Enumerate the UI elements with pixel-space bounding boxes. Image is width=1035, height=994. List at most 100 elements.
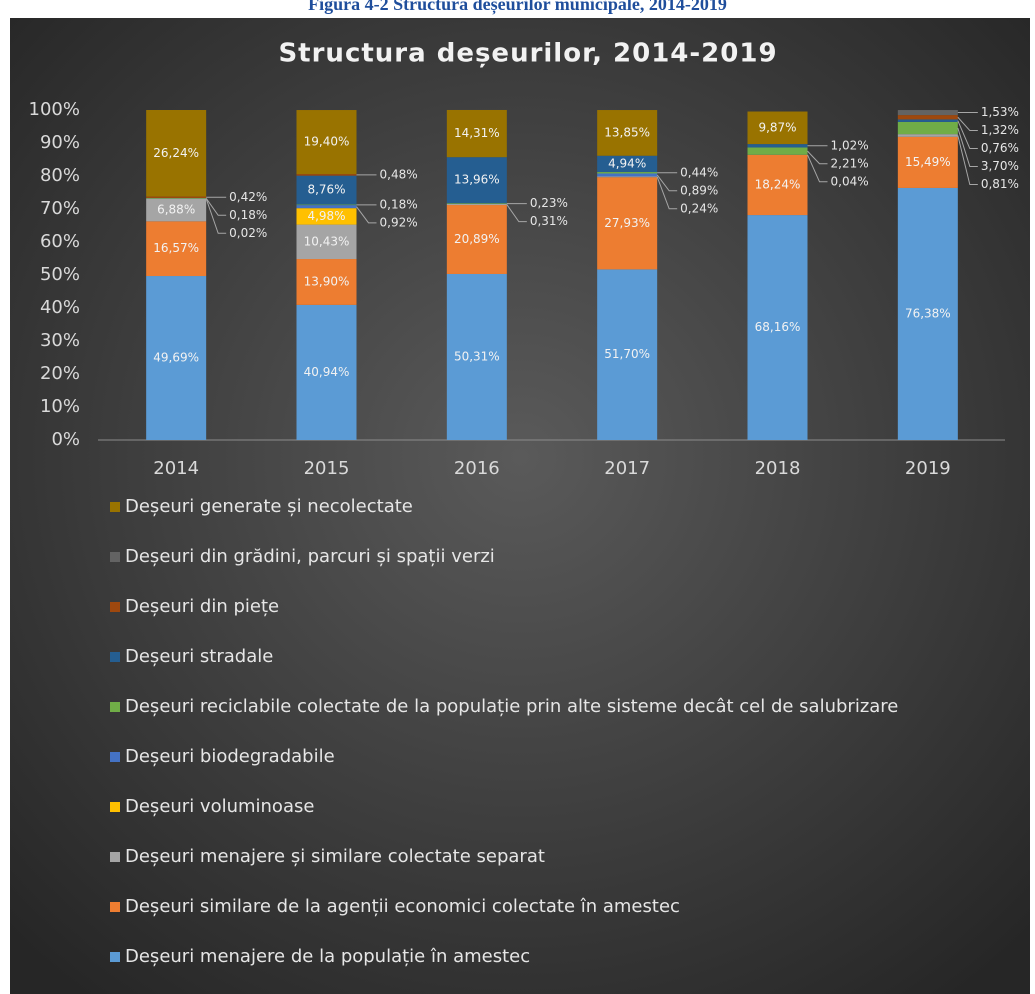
legend-swatch <box>110 602 120 612</box>
data-label: 0,18% <box>380 197 418 211</box>
data-label: 0,31% <box>530 214 568 228</box>
data-label: 0,02% <box>229 226 267 240</box>
x-tick-label: 2015 <box>304 458 350 479</box>
data-label: 6,88% <box>157 202 195 216</box>
bar-segment <box>597 269 658 440</box>
y-tick-label: 80% <box>40 165 80 186</box>
bar-segment <box>446 273 507 440</box>
data-label: 20,89% <box>454 232 500 246</box>
legend-swatch <box>110 902 120 912</box>
data-label: 16,57% <box>153 241 199 255</box>
data-label: 27,93% <box>604 216 650 230</box>
bar-segment <box>296 224 357 260</box>
data-label: 1,53% <box>981 105 1019 119</box>
leader-line <box>807 150 828 165</box>
data-label: 13,90% <box>304 274 350 288</box>
bar-segment <box>296 110 357 175</box>
legend-swatch <box>110 852 120 862</box>
data-label: 51,70% <box>604 347 650 361</box>
bar-segment <box>897 119 958 122</box>
bar-segment <box>747 147 808 155</box>
bar-segment <box>296 174 357 176</box>
legend-label: Deșeuri din piețe <box>125 596 279 617</box>
data-label: 8,76% <box>307 183 345 197</box>
leader-line <box>356 206 377 224</box>
legend-label: Deșeuri din grădini, parcuri și spații v… <box>125 546 495 567</box>
legend-swatch <box>110 752 120 762</box>
chart-title: Structura deșeurilor, 2014-2019 <box>278 39 777 69</box>
bar-segment <box>597 176 658 178</box>
legend-label: Deșeuri voluminoase <box>125 796 314 817</box>
legend-swatch <box>110 952 120 962</box>
bar-segment <box>897 110 958 116</box>
x-tick-label: 2019 <box>905 458 951 479</box>
data-label: 10,43% <box>304 234 350 248</box>
data-label: 0,18% <box>229 208 267 222</box>
data-label: 0,89% <box>680 183 718 197</box>
data-label: 4,98% <box>307 209 345 223</box>
y-tick-label: 100% <box>29 99 80 120</box>
y-tick-label: 30% <box>40 330 80 351</box>
data-label: 0,81% <box>981 177 1019 191</box>
y-tick-label: 40% <box>40 297 80 318</box>
leader-line <box>957 127 978 168</box>
bar-segment <box>296 304 357 440</box>
legend-label: Deșeuri stradale <box>125 646 273 667</box>
data-label: 4,94% <box>608 156 646 170</box>
leader-line <box>205 198 227 234</box>
bar-segment <box>146 276 207 440</box>
legend-label: Deșeuri menajere și similare colectate s… <box>125 846 545 867</box>
leader-line <box>957 135 978 186</box>
bar-segment <box>747 111 808 145</box>
legend-swatch <box>110 652 120 662</box>
y-tick-label: 60% <box>40 231 80 252</box>
data-label: 50,31% <box>454 349 500 363</box>
leader-line <box>656 176 678 210</box>
y-tick-label: 90% <box>40 132 80 153</box>
bar-segment <box>296 259 357 305</box>
y-tick-label: 50% <box>40 264 80 285</box>
leader-line <box>957 116 978 132</box>
leader-line <box>957 120 978 150</box>
bar-segment <box>897 121 958 135</box>
data-label: 0,44% <box>680 165 718 179</box>
leader-line <box>506 204 527 223</box>
page-title: Figura 4-2 Structura deșeurilor municipa… <box>308 0 727 14</box>
y-tick-label: 10% <box>40 396 80 417</box>
bar-segment <box>146 221 207 277</box>
legend-label: Deșeuri similare de la agenții economici… <box>125 896 680 917</box>
bar-segment <box>446 157 507 204</box>
data-label: 68,16% <box>755 320 801 334</box>
x-tick-label: 2018 <box>755 458 801 479</box>
data-label: 1,32% <box>981 123 1019 137</box>
y-tick-label: 20% <box>40 363 80 384</box>
legend-label: Deșeuri menajere de la populație în ames… <box>125 946 530 967</box>
x-tick-label: 2014 <box>153 458 199 479</box>
y-tick-label: 70% <box>40 198 80 219</box>
bar-segment <box>897 115 958 120</box>
bar-segment <box>747 154 808 216</box>
bar-segment <box>897 187 958 440</box>
bar-segment <box>146 197 207 199</box>
bar-segment <box>446 205 507 274</box>
data-label: 2,21% <box>831 156 869 170</box>
data-label: 0,24% <box>680 201 718 215</box>
bar-segment <box>747 215 808 440</box>
bar-segment <box>296 205 357 209</box>
y-tick-label: 0% <box>51 429 80 450</box>
bar-segment <box>597 155 658 173</box>
data-label: 49,69% <box>153 351 199 365</box>
legend-swatch <box>110 552 120 562</box>
data-label: 14,31% <box>454 126 500 140</box>
bar-segment <box>296 175 357 205</box>
bar-segment <box>146 198 207 222</box>
bar-segment <box>897 136 958 188</box>
data-label: 0,92% <box>380 215 418 229</box>
leader-line <box>656 174 678 192</box>
legend-label: Deșeuri biodegradabile <box>125 746 335 767</box>
bar-segment <box>296 208 357 225</box>
bar-segment <box>446 109 507 158</box>
data-label: 76,38% <box>905 306 951 320</box>
